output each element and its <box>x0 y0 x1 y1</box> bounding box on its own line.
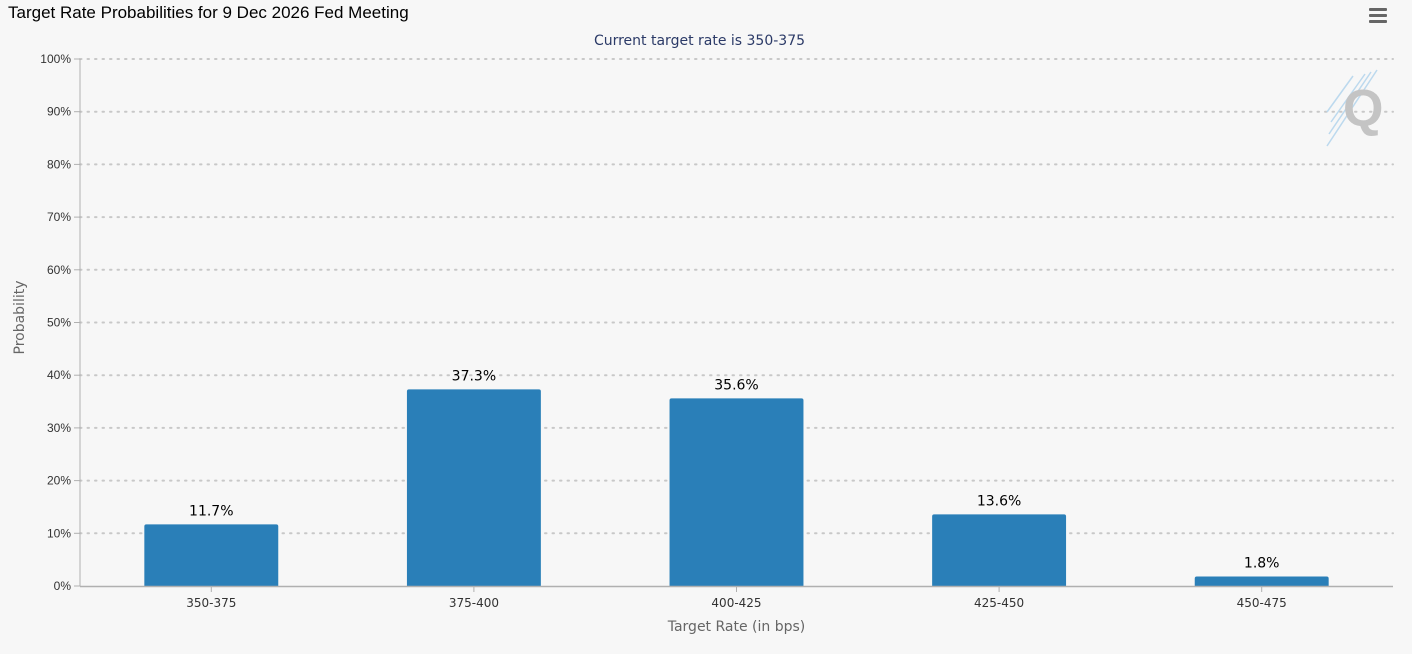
y-tick-label: 20% <box>47 474 71 488</box>
y-tick-label: 10% <box>47 526 71 540</box>
grid-lines <box>79 58 1394 535</box>
y-tick-label: 100% <box>40 52 71 66</box>
menu-line <box>1369 20 1387 23</box>
bars <box>144 389 1329 586</box>
chart-title: Target Rate Probabilities for 9 Dec 2026… <box>8 3 409 22</box>
y-axis-ticks: 0% 10% 20% 30% 40% 50% 60% 70% 80% 90% 100% <box>40 52 80 593</box>
y-tick-label: 70% <box>47 210 71 224</box>
hamburger-menu-icon[interactable] <box>1368 8 1388 26</box>
chart-subtitle: Current target rate is 350-375 <box>594 33 805 49</box>
x-tick-label: 400-425 <box>711 596 761 610</box>
menu-line <box>1369 14 1387 17</box>
x-tick-label: 425-450 <box>974 596 1024 610</box>
data-label: 1.8% <box>1244 556 1280 572</box>
y-axis-label: Probability <box>12 280 28 354</box>
y-tick-label: 40% <box>47 368 71 382</box>
y-tick-label: 50% <box>47 316 71 330</box>
x-tick-label: 450-475 <box>1237 596 1287 610</box>
data-label: 11.7% <box>189 503 233 519</box>
data-label: 35.6% <box>714 377 758 393</box>
x-tick-label: 350-375 <box>186 596 236 610</box>
y-tick-label: 0% <box>54 579 72 593</box>
y-tick-label: 90% <box>47 105 71 119</box>
x-axis-ticks: 350-375 375-400 400-425 425-450 450-475 <box>186 586 1287 610</box>
menu-line <box>1369 8 1387 11</box>
x-axis-label: Target Rate (in bps) <box>667 619 806 635</box>
data-label: 13.6% <box>977 493 1021 509</box>
data-label: 37.3% <box>452 368 496 384</box>
y-tick-label: 30% <box>47 421 71 435</box>
bar[interactable] <box>669 398 804 586</box>
bar[interactable] <box>932 514 1067 586</box>
svg-text:Q: Q <box>1343 80 1383 138</box>
y-tick-label: 60% <box>47 263 71 277</box>
q-logo-icon: Q <box>1326 69 1383 147</box>
x-tick-label: 375-400 <box>449 596 499 610</box>
data-labels: 11.7% 37.3% 35.6% 13.6% 1.8% <box>189 368 1279 571</box>
bar[interactable] <box>1194 576 1329 586</box>
bar[interactable] <box>406 389 541 586</box>
bar[interactable] <box>144 524 279 586</box>
y-tick-label: 80% <box>47 157 71 171</box>
